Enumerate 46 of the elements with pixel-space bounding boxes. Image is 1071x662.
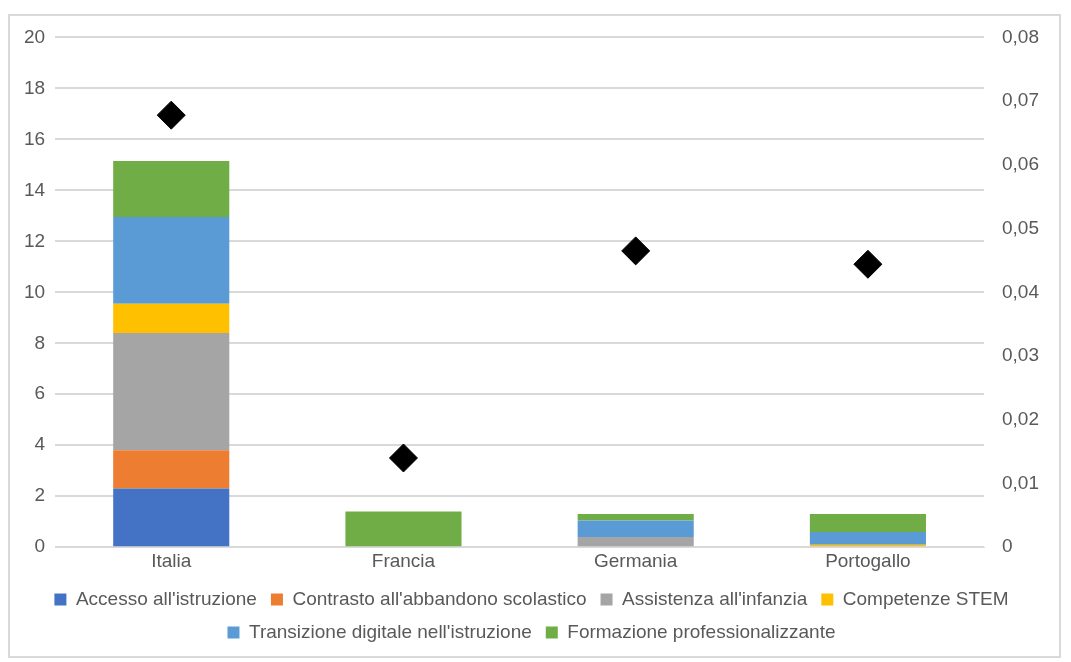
bar: [809, 531, 926, 545]
y-tick-label: 12: [23, 229, 46, 251]
legend-label: Assistenza all'infanzia: [622, 587, 808, 609]
bar: [113, 488, 230, 547]
bar: [113, 217, 230, 304]
y2-tick-label: 0: [1002, 535, 1013, 557]
y-tick-label: 6: [34, 382, 46, 404]
x-tick-label: Francia: [371, 549, 436, 571]
point: [853, 249, 883, 279]
y2-tick-label: 0,07: [1002, 89, 1039, 111]
legend-label: Accesso all'istruzione: [75, 587, 257, 609]
y-tick-label: 20: [23, 25, 46, 47]
bar: [345, 511, 462, 547]
y2-tick-label: 0,01: [1002, 471, 1039, 493]
legend-label: Transizione digitale nell'istruzione: [248, 620, 532, 642]
legend-label: Contrasto all'abbandono scolastico: [292, 587, 587, 609]
bar: [113, 303, 230, 334]
y-tick-label: 10: [23, 280, 46, 302]
y2-tick-label: 0,02: [1002, 407, 1039, 429]
x-tick-label: Italia: [151, 549, 192, 571]
x-tick-label: Germania: [593, 549, 678, 571]
bar: [113, 333, 230, 451]
bar: [577, 514, 694, 521]
y-tick-label: 4: [34, 433, 46, 455]
bar: [577, 537, 694, 547]
y2-tick-label: 0,05: [1002, 216, 1039, 238]
point: [156, 100, 186, 130]
y-tick-label: 16: [23, 127, 46, 149]
y-tick-label: 18: [23, 76, 46, 98]
y-tick-label: 0: [34, 535, 46, 557]
bar: [113, 450, 230, 489]
bar: [113, 161, 230, 218]
legend-label: Competenze STEM: [842, 587, 1009, 609]
y2-tick-label: 0,06: [1002, 153, 1039, 175]
y-tick-label: 14: [23, 178, 46, 200]
y2-tick-label: 0,03: [1002, 344, 1039, 366]
point: [621, 236, 651, 266]
bar: [577, 520, 694, 537]
y2-tick-label: 0,04: [1002, 280, 1040, 302]
y2-tick-label: 0,08: [1002, 25, 1039, 47]
bar: [809, 514, 926, 532]
legend-label: Formazione professionalizzante: [567, 620, 836, 642]
point: [388, 443, 418, 473]
y-tick-label: 8: [34, 331, 46, 353]
y-tick-label: 2: [34, 484, 46, 506]
x-tick-label: Portogallo: [825, 549, 911, 571]
